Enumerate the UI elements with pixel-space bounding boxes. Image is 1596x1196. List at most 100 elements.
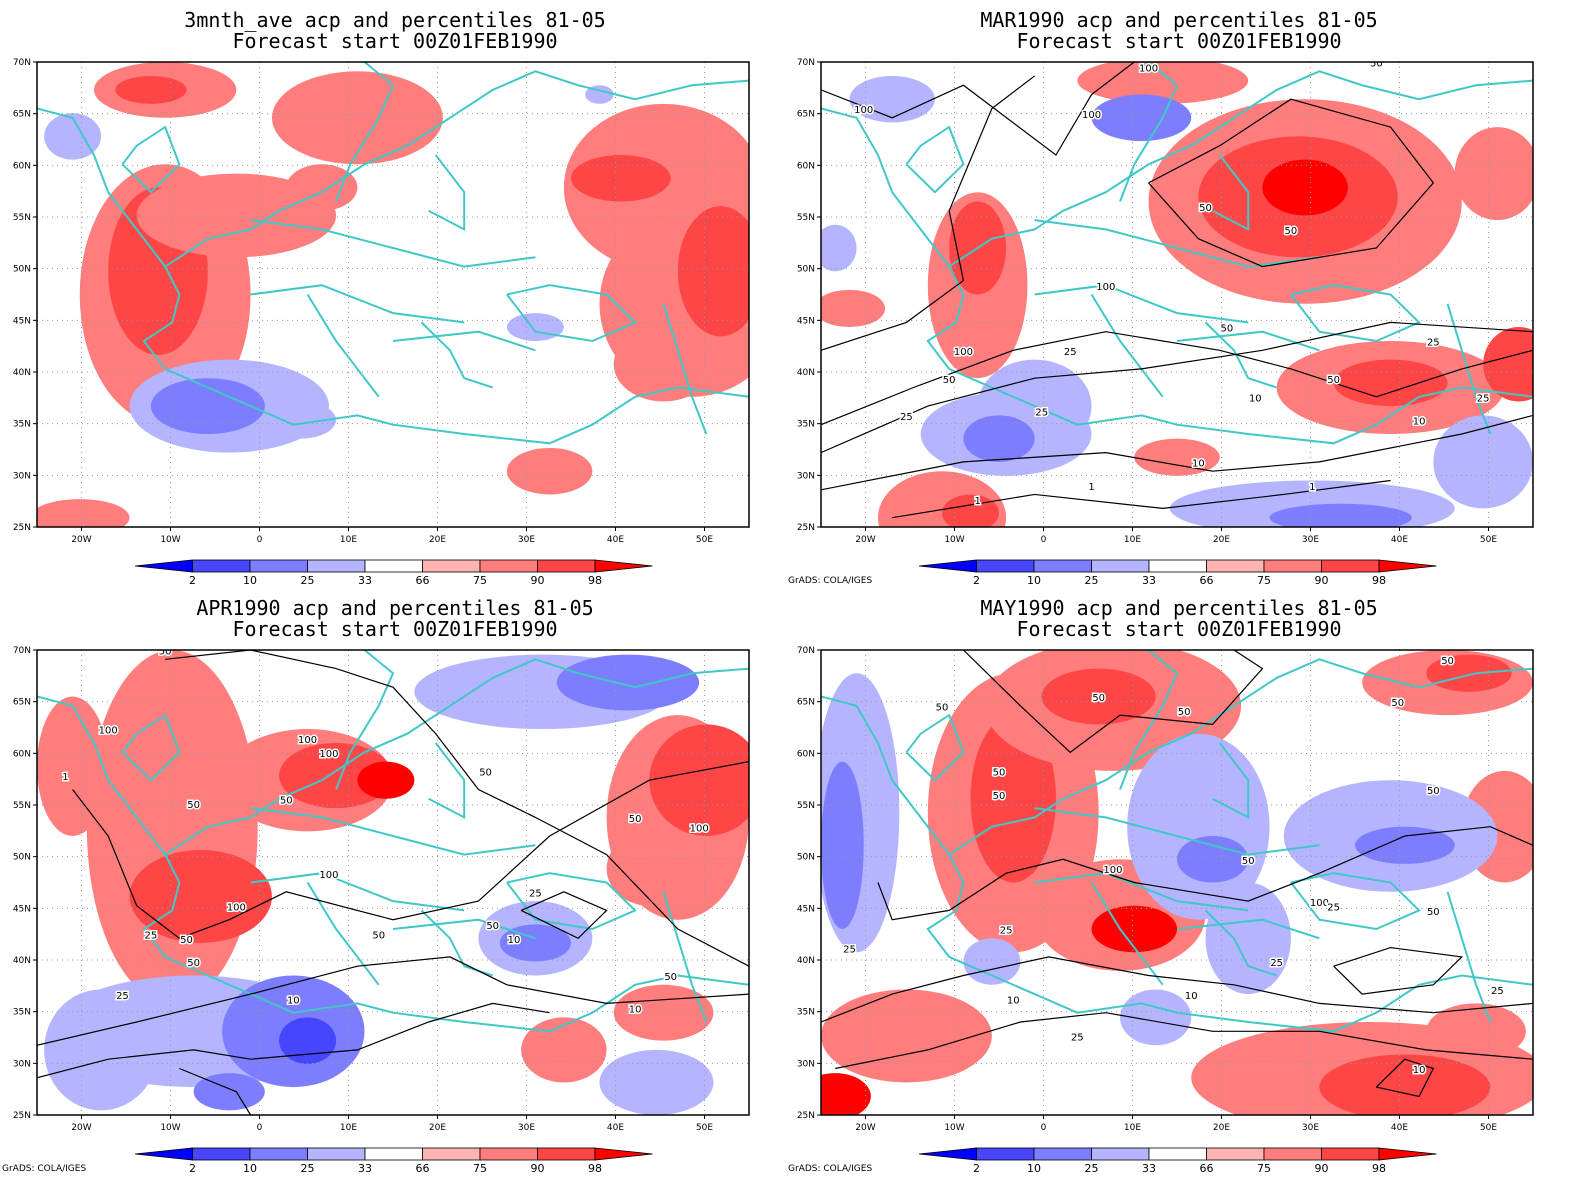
percentile-shading-area xyxy=(556,654,700,711)
colorbar-segment xyxy=(192,559,251,573)
colorbar-label: 90 xyxy=(531,574,545,587)
lon-tick-label: 30E xyxy=(1302,1123,1319,1133)
lon-tick-label: 10E xyxy=(1124,535,1141,545)
lon-tick-label: 50E xyxy=(696,535,713,545)
colorbar-segment xyxy=(976,1147,1035,1161)
contour-label: 10 xyxy=(287,995,300,1006)
contour-label: 25 xyxy=(1000,926,1013,937)
colorbar-arrow-left xyxy=(918,559,977,573)
lat-tick-label: 25N xyxy=(13,1111,31,1121)
lat-tick-label: 55N xyxy=(797,801,815,811)
contour-label: 50 xyxy=(479,768,492,779)
lat-tick-label: 40N xyxy=(13,956,31,966)
coastline xyxy=(306,881,380,986)
contour-line xyxy=(520,891,608,940)
contour-label: 50 xyxy=(1327,375,1340,386)
colorbar: 2 10 25 33 66 75 90 98 xyxy=(918,559,1437,587)
contour-label: 100 xyxy=(854,105,873,116)
contour-label: 50 xyxy=(187,958,200,969)
lat-tick-label: 65N xyxy=(797,110,815,120)
percentile-shading-area xyxy=(150,378,265,434)
contour-label: 10 xyxy=(629,1005,642,1016)
contour-label: 25 xyxy=(1035,407,1048,418)
coastline xyxy=(506,284,637,343)
colorbar-label: 2 xyxy=(973,574,980,587)
lat-tick-label: 45N xyxy=(797,904,815,914)
contour-label: 10 xyxy=(1413,1065,1426,1076)
percentile-shading-area xyxy=(521,1017,607,1083)
contour-label: 50 xyxy=(1285,226,1298,237)
percentile-shading-area xyxy=(571,155,671,202)
contour-label: 25 xyxy=(145,930,158,941)
percentile-shading-area xyxy=(1433,415,1533,509)
lat-tick-label: 45N xyxy=(13,316,31,326)
lon-tick-label: 40E xyxy=(607,535,624,545)
lat-tick-label: 45N xyxy=(13,904,31,914)
lon-tick-label: 0 xyxy=(1041,1123,1047,1133)
percentile-shading-area xyxy=(606,831,693,906)
coastline xyxy=(1034,872,1249,912)
coastline xyxy=(164,70,749,268)
percentile-shading-area xyxy=(1091,94,1192,142)
coastline xyxy=(1034,219,1320,268)
lat-tick-label: 25N xyxy=(797,523,815,533)
coastline xyxy=(250,807,536,856)
percentile-shading-area xyxy=(499,924,571,962)
lon-tick-label: 30E xyxy=(518,535,535,545)
plot-frame xyxy=(36,61,750,528)
lon-tick-label: 30E xyxy=(518,1123,535,1133)
colorbar-label: 90 xyxy=(1315,1162,1329,1175)
lat-tick-label: 40N xyxy=(797,956,815,966)
coastline xyxy=(1212,742,1250,820)
percentile-shading-area xyxy=(44,113,102,160)
percentile-shading-area xyxy=(1041,668,1156,725)
lon-tick-label: 50E xyxy=(1480,1123,1497,1133)
contour-label: 50 xyxy=(664,972,677,983)
lon-tick-label: 0 xyxy=(257,535,263,545)
percentile-shading-area xyxy=(122,668,194,725)
colorbar-segment xyxy=(249,559,308,573)
colorbar: 2 10 25 33 66 75 90 98 xyxy=(918,1147,1437,1175)
colorbar: 2 10 25 33 66 75 90 98 xyxy=(134,1147,653,1175)
colorbar-segment xyxy=(307,559,366,573)
colorbar-segment xyxy=(1091,1147,1150,1161)
lon-tick-label: 0 xyxy=(257,1123,263,1133)
contour-label: 50 xyxy=(1092,693,1105,704)
lat-tick-label: 35N xyxy=(797,1008,815,1018)
contour-label: 50 xyxy=(486,921,499,932)
contour-label: 50 xyxy=(1427,907,1440,918)
colorbar-segment xyxy=(1321,1147,1380,1161)
colorbar-label: 98 xyxy=(588,1162,602,1175)
contour-line xyxy=(821,956,1533,1023)
colorbar-arrow-left xyxy=(134,559,193,573)
percentile-shading-area xyxy=(649,724,749,836)
colorbar-label: 98 xyxy=(588,574,602,587)
contour-line xyxy=(165,650,749,967)
percentile-shading-area xyxy=(849,75,935,123)
contour-line xyxy=(821,321,1533,454)
contour-line xyxy=(37,1002,550,1079)
coastline xyxy=(1034,284,1249,324)
lon-tick-label: 40E xyxy=(1391,535,1408,545)
lon-tick-label: 20E xyxy=(1213,535,1230,545)
colorbar-label: 90 xyxy=(1315,574,1329,587)
percentile-shading-area xyxy=(1333,359,1448,407)
contour-label: 25 xyxy=(529,888,542,899)
panel-title-line2: Forecast start 00Z01FEB1990 xyxy=(1016,617,1342,641)
colorbar-label: 25 xyxy=(1085,1162,1099,1175)
coastline xyxy=(948,658,1533,856)
lat-tick-label: 60N xyxy=(13,749,31,759)
contour-label: 50 xyxy=(993,791,1006,802)
contour-label: 10 xyxy=(1249,393,1262,404)
lat-tick-label: 30N xyxy=(797,1059,815,1069)
lon-tick-label: 10W xyxy=(944,1123,964,1133)
panel-title-line1: APR1990 acp and percentiles 81-05 xyxy=(196,596,594,620)
lat-tick-label: 35N xyxy=(13,1008,31,1018)
percentile-shading-area xyxy=(264,401,337,439)
contour-label: 50 xyxy=(1199,203,1212,214)
percentile-shading-area xyxy=(37,499,130,527)
contour-label: 25 xyxy=(900,412,913,423)
colorbar-label: 2 xyxy=(973,1162,980,1175)
